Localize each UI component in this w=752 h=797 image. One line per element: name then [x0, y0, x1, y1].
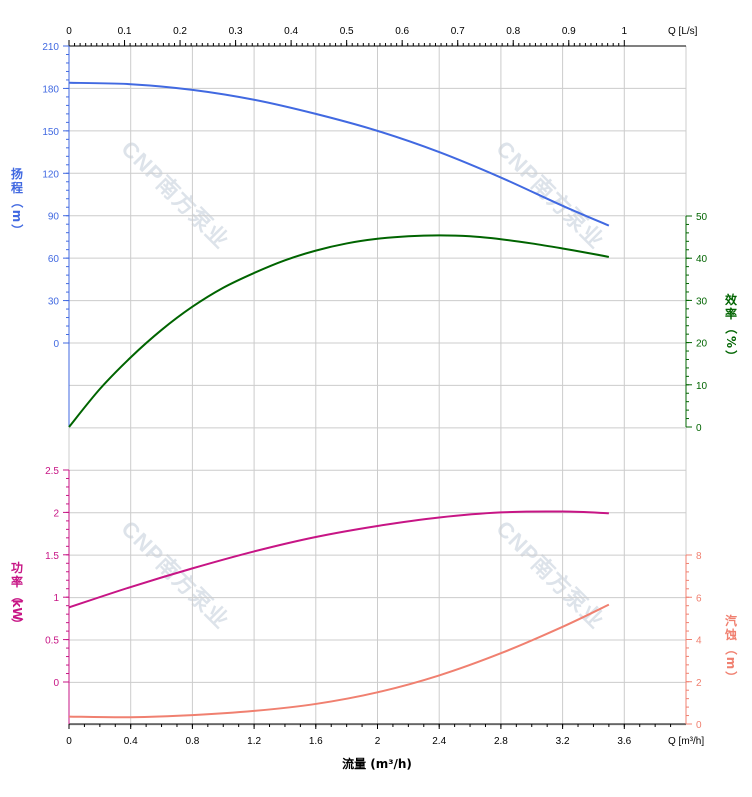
power-axis-label-char: 率 — [11, 574, 23, 589]
efficiency-tick-label: 10 — [696, 381, 708, 392]
top-tick-label: 1 — [622, 26, 628, 37]
x-tick-label: 2.8 — [494, 736, 508, 747]
top-tick-label: 0.3 — [229, 26, 243, 37]
x-tick-label: 3.6 — [617, 736, 631, 747]
top-tick-label: 0.8 — [506, 26, 520, 37]
axis-lines — [63, 40, 692, 729]
efficiency-tick-label: 50 — [696, 212, 708, 223]
efficiency-curve — [68, 234, 610, 428]
top-tick-label: 0.7 — [451, 26, 465, 37]
head-tick-label: 120 — [42, 169, 59, 180]
head-axis-label-char: （ — [10, 196, 25, 208]
power-axis-label-char: （ — [10, 590, 25, 602]
watermark-text: CNP南方泵业 — [491, 516, 609, 634]
head-tick-label: 0 — [53, 339, 59, 350]
npsh-curve — [68, 603, 610, 719]
efficiency-axis-label-char: （ — [724, 322, 739, 334]
axis-labels: 流量 (m³/h)扬程（m）效率（%）功率（kW） 汽蚀（m） — [10, 166, 739, 771]
x-unit-label: Q [m³/h] — [668, 736, 704, 747]
watermark-text: CNP南方泵业 — [116, 516, 234, 634]
npsh-axis-label-char: m — [724, 657, 738, 670]
head-curve — [68, 81, 610, 227]
x-tick-label: 2 — [375, 736, 381, 747]
power-tick-label: 1 — [53, 593, 59, 604]
power-axis-label-char: kW — [10, 599, 24, 620]
power-tick-label: 1.5 — [45, 551, 59, 562]
x-tick-label: 1.6 — [309, 736, 323, 747]
efficiency-tick-label: 40 — [696, 254, 708, 265]
npsh-axis-label-char: （ — [724, 643, 739, 655]
efficiency-tick-label: 0 — [696, 423, 702, 434]
power-curve — [68, 510, 609, 609]
efficiency-tick-label: 30 — [696, 296, 708, 307]
x-tick-label: 0.8 — [185, 736, 199, 747]
watermark-text: CNP南方泵业 — [491, 136, 609, 254]
head-tick-label: 210 — [42, 42, 59, 53]
x-tick-label: 1.2 — [247, 736, 261, 747]
watermark-text: CNP南方泵业 — [116, 136, 234, 254]
npsh-axis-label-char: 蚀 — [724, 627, 737, 642]
x-axis-title: 流量 (m³/h) — [342, 756, 412, 771]
head-axis-label-char: 程 — [11, 180, 23, 195]
top-unit-label: Q [L/s] — [668, 26, 698, 37]
x-tick-label: 0 — [66, 736, 72, 747]
npsh-tick-label: 8 — [696, 551, 702, 562]
head-axis-label-char: 扬 — [11, 166, 23, 181]
head-tick-label: 90 — [48, 212, 60, 223]
head-tick-label: 60 — [48, 254, 60, 265]
efficiency-axis-label-char: 效 — [725, 292, 738, 307]
npsh-tick-label: 4 — [696, 636, 702, 647]
x-tick-label: 3.2 — [556, 736, 570, 747]
power-tick-label: 2 — [53, 508, 59, 519]
npsh-tick-label: 0 — [696, 720, 702, 731]
power-tick-label: 0 — [53, 678, 59, 689]
power-tick-label: 2.5 — [45, 466, 59, 477]
efficiency-tick-label: 20 — [696, 339, 708, 350]
head-tick-label: 150 — [42, 127, 59, 138]
efficiency-axis-label-char: ） — [724, 350, 739, 362]
top-tick-label: 0.6 — [395, 26, 409, 37]
power-axis-label-char: 功 — [11, 560, 23, 575]
series-lines — [68, 81, 610, 719]
power-tick-label: 0.5 — [45, 636, 59, 647]
top-tick-label: 0.5 — [340, 26, 354, 37]
head-tick-label: 180 — [42, 84, 59, 95]
top-tick-label: 0 — [66, 26, 72, 37]
top-tick-label: 0.1 — [118, 26, 132, 37]
efficiency-axis-label-char: % — [724, 336, 738, 348]
npsh-axis-label-char: 汽 — [725, 613, 737, 628]
efficiency-axis-label-char: 率 — [725, 306, 737, 321]
top-tick-label: 0.4 — [284, 26, 298, 37]
top-tick-label: 0.9 — [562, 26, 576, 37]
x-tick-label: 2.4 — [432, 736, 446, 747]
npsh-tick-label: 2 — [696, 678, 702, 689]
head-axis-label-char: ） — [10, 224, 25, 236]
power-axis-label-char: ） — [10, 618, 25, 630]
tick-labels: 0 0.4 0.8 1.2 1.6 2 2.4 2.8 3.2 3.6 Q [m³/h] 0 0.1 0.… — [42, 26, 707, 747]
head-tick-label: 30 — [48, 297, 60, 308]
x-tick-label: 0.4 — [124, 736, 138, 747]
top-tick-label: 0.2 — [173, 26, 187, 37]
npsh-axis-label-char: ） — [724, 671, 739, 683]
npsh-tick-label: 6 — [696, 593, 702, 604]
watermark-layer: CNP南方泵业 CNP南方泵业 CNP南方泵业 CNP南方泵业 — [116, 136, 609, 634]
head-axis-label-char: m — [10, 210, 24, 223]
